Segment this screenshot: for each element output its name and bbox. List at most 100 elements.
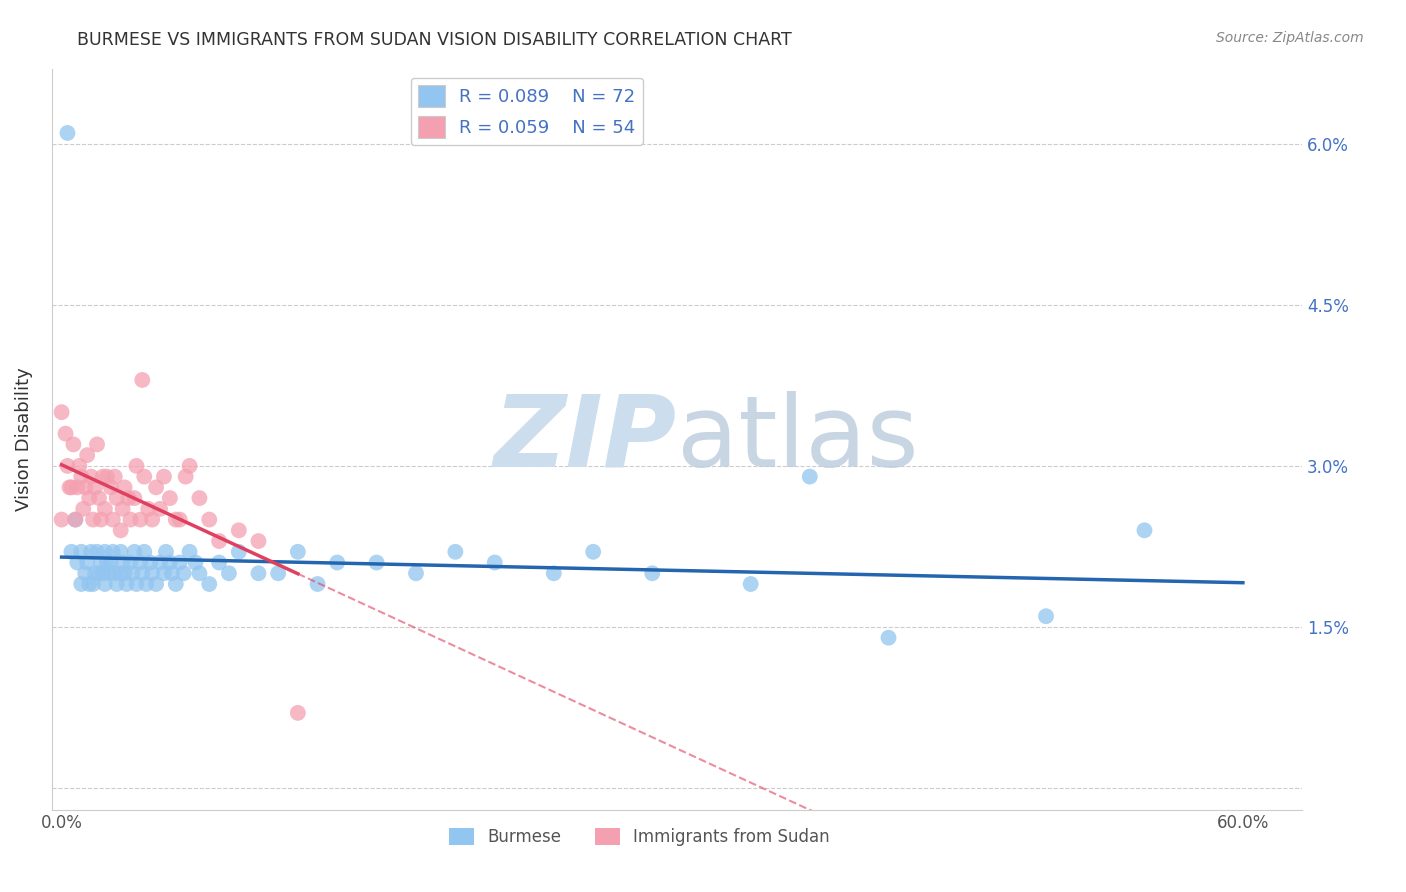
Point [111, 556, 134, 570]
Point [100, 480, 122, 494]
Point [208, 534, 231, 549]
Point [51, 512, 73, 526]
Point [86, 545, 108, 559]
Point [131, 373, 153, 387]
Point [145, 577, 167, 591]
Point [94, 545, 117, 559]
Point [1133, 524, 1156, 538]
Point [104, 566, 127, 581]
Point [51, 405, 73, 419]
Point [90, 512, 112, 526]
Point [326, 556, 349, 570]
Point [125, 458, 148, 473]
Point [75, 480, 97, 494]
Point [121, 566, 143, 581]
Point [77, 577, 100, 591]
Point [129, 556, 152, 570]
Point [405, 566, 427, 581]
Point [135, 577, 157, 591]
Point [179, 458, 201, 473]
Point [134, 545, 156, 559]
Point [56, 126, 79, 140]
Point [444, 545, 467, 559]
Point [247, 566, 270, 581]
Point [153, 469, 176, 483]
Point [159, 491, 181, 505]
Point [149, 556, 172, 570]
Point [72, 501, 94, 516]
Point [153, 566, 176, 581]
Point [65, 512, 87, 526]
Point [366, 556, 388, 570]
Point [70, 469, 93, 483]
Point [484, 556, 506, 570]
Point [82, 577, 104, 591]
Point [80, 469, 103, 483]
Point [105, 491, 128, 505]
Point [179, 545, 201, 559]
Point [877, 631, 900, 645]
Point [105, 577, 128, 591]
Point [70, 577, 93, 591]
Point [641, 566, 664, 581]
Point [60, 480, 83, 494]
Point [145, 480, 167, 494]
Point [62, 437, 84, 451]
Point [160, 566, 183, 581]
Point [101, 545, 124, 559]
Point [120, 556, 142, 570]
Point [125, 577, 148, 591]
Point [75, 566, 97, 581]
Point [307, 577, 329, 591]
Point [76, 448, 98, 462]
Point [91, 566, 114, 581]
Point [740, 577, 762, 591]
Point [184, 556, 207, 570]
Point [169, 512, 191, 526]
Point [208, 556, 231, 570]
Point [173, 566, 195, 581]
Point [159, 556, 181, 570]
Point [543, 566, 565, 581]
Point [247, 534, 270, 549]
Point [287, 706, 309, 720]
Point [228, 545, 250, 559]
Point [114, 480, 136, 494]
Point [120, 512, 142, 526]
Point [165, 577, 187, 591]
Point [58, 480, 80, 494]
Point [582, 545, 605, 559]
Point [86, 437, 108, 451]
Point [799, 469, 821, 483]
Point [96, 556, 118, 570]
Point [117, 491, 139, 505]
Text: ZIP: ZIP [494, 391, 676, 488]
Point [188, 491, 211, 505]
Point [104, 469, 127, 483]
Point [66, 556, 89, 570]
Point [87, 491, 110, 505]
Point [228, 524, 250, 538]
Point [149, 501, 172, 516]
Point [139, 556, 162, 570]
Point [110, 524, 132, 538]
Point [134, 469, 156, 483]
Point [287, 545, 309, 559]
Point [165, 512, 187, 526]
Point [67, 458, 90, 473]
Point [131, 566, 153, 581]
Point [267, 566, 290, 581]
Point [84, 480, 107, 494]
Text: Source: ZipAtlas.com: Source: ZipAtlas.com [1216, 31, 1364, 45]
Point [198, 577, 221, 591]
Point [66, 480, 89, 494]
Point [82, 512, 104, 526]
Point [56, 458, 79, 473]
Point [76, 556, 98, 570]
Point [97, 566, 120, 581]
Point [55, 426, 77, 441]
Point [110, 566, 132, 581]
Point [84, 566, 107, 581]
Point [110, 545, 132, 559]
Point [70, 545, 93, 559]
